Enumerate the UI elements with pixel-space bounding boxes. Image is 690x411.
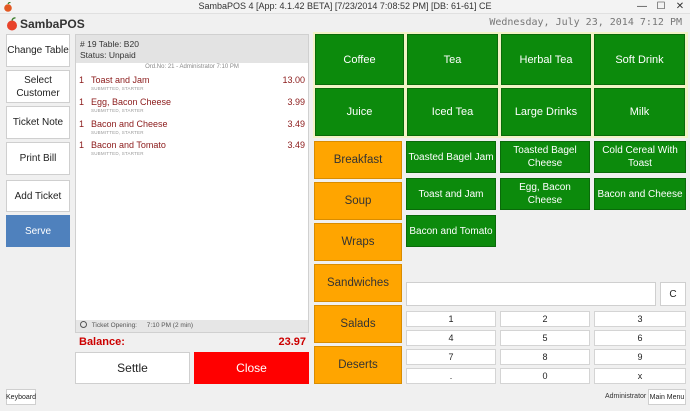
order-name: Bacon and Tomato <box>91 140 166 150</box>
product-cold-cereal-with-toast[interactable]: Cold Cereal With Toast <box>594 141 686 173</box>
keypad-key-multiply[interactable]: x <box>594 368 686 384</box>
order-qty: 1 <box>79 140 85 150</box>
change-table-button[interactable]: Change Table <box>6 34 70 67</box>
category-soup[interactable]: Soup <box>314 182 402 220</box>
category-large-drinks[interactable]: Large Drinks <box>501 88 591 136</box>
serve-button[interactable]: Serve <box>6 215 70 247</box>
keypad-key-0[interactable]: 0 <box>500 368 590 384</box>
category-milk[interactable]: Milk <box>594 88 685 136</box>
keyboard-button[interactable]: Keyboard <box>6 389 36 405</box>
keypad-clear-button[interactable]: C <box>660 282 686 306</box>
ticket-note-button[interactable]: Ticket Note <box>6 106 70 139</box>
category-coffee[interactable]: Coffee <box>315 34 404 85</box>
keypad-input[interactable] <box>406 282 656 306</box>
main-menu-button[interactable]: Main Menu <box>648 389 686 405</box>
category-juice[interactable]: Juice <box>315 88 404 136</box>
order-tag: SUBMITTED, STARTER <box>91 108 144 113</box>
category-herbal-tea[interactable]: Herbal Tea <box>501 34 591 85</box>
order-tag: SUBMITTED, STARTER <box>91 130 144 135</box>
keypad-key-9[interactable]: 9 <box>594 349 686 365</box>
ticket-opening-value: 7:10 PM (2 min) <box>146 322 194 329</box>
keypad-key-3[interactable]: 3 <box>594 311 686 327</box>
product-toasted-bagel-jam[interactable]: Toasted Bagel Jam <box>406 141 496 173</box>
add-ticket-button[interactable]: Add Ticket <box>6 180 70 212</box>
close-ticket-button[interactable]: Close <box>194 352 309 384</box>
window-title: SambaPOS 4 [App: 4.1.42 BETA] [7/23/2014… <box>198 1 492 11</box>
window-titlebar <box>0 0 690 14</box>
category-soft-drink[interactable]: Soft Drink <box>594 34 685 85</box>
keypad-key-6[interactable]: 6 <box>594 330 686 346</box>
balance-label: Balance: <box>79 336 125 348</box>
product-bacon-and-cheese[interactable]: Bacon and Cheese <box>594 178 686 210</box>
select-customer-button[interactable]: Select Customer <box>6 70 70 103</box>
ticket-header: # 19 Table: B20 Status: Unpaid <box>76 35 308 63</box>
keypad-key-2[interactable]: 2 <box>500 311 590 327</box>
order-tag: SUBMITTED, STARTER <box>91 151 144 156</box>
order-name: Toast and Jam <box>91 75 150 85</box>
category-salads[interactable]: Salads <box>314 305 402 343</box>
ticket-opening-label: Ticket Opening: <box>91 322 137 329</box>
keypad-key-4[interactable]: 4 <box>406 330 496 346</box>
ticket-title: # 19 Table: B20 <box>80 39 139 49</box>
order-name: Egg, Bacon Cheese <box>91 97 172 107</box>
logo-text: SambaPOS <box>20 17 85 31</box>
sambapos-logo-icon <box>7 17 17 31</box>
product-toasted-bagel-cheese[interactable]: Toasted Bagel Cheese <box>500 141 590 173</box>
category-tea[interactable]: Tea <box>407 34 498 85</box>
keypad-key-8[interactable]: 8 <box>500 349 590 365</box>
product-bacon-and-tomato[interactable]: Bacon and Tomato <box>406 215 496 247</box>
order-row[interactable]: 1 Bacon and Tomato 3.49 SUBMITTED, START… <box>76 140 308 162</box>
product-egg-bacon-cheese[interactable]: Egg, Bacon Cheese <box>500 178 590 210</box>
category-breakfast[interactable]: Breakfast <box>314 141 402 179</box>
app-icon <box>4 2 12 12</box>
ticket-status: Status: Unpaid <box>80 50 136 60</box>
order-price: 13.00 <box>282 75 305 85</box>
keypad-key-7[interactable]: 7 <box>406 349 496 365</box>
category-iced-tea[interactable]: Iced Tea <box>407 88 498 136</box>
order-qty: 1 <box>79 119 85 129</box>
product-toast-and-jam[interactable]: Toast and Jam <box>406 178 496 210</box>
order-row[interactable]: 1 Egg, Bacon Cheese 3.99 SUBMITTED, STAR… <box>76 97 308 119</box>
order-row[interactable]: 1 Toast and Jam 13.00 SUBMITTED, STARTER <box>76 75 308 97</box>
clock-icon <box>80 321 87 328</box>
order-price: 3.99 <box>287 97 305 107</box>
order-price: 3.49 <box>287 140 305 150</box>
category-deserts[interactable]: Deserts <box>314 346 402 384</box>
order-price: 3.49 <box>287 119 305 129</box>
category-sandwiches[interactable]: Sandwiches <box>314 264 402 302</box>
keypad-key-decimal[interactable]: . <box>406 368 496 384</box>
logged-in-user: Administrator <box>605 393 647 400</box>
minimize-button[interactable]: — <box>637 1 647 12</box>
order-qty: 1 <box>79 97 85 107</box>
ticket-panel: # 19 Table: B20 Status: Unpaid Ord.No: 2… <box>75 34 309 333</box>
ticket-footer: Ticket Opening: 7:10 PM (2 min) <box>76 320 308 332</box>
keypad-key-1[interactable]: 1 <box>406 311 496 327</box>
order-row[interactable]: 1 Bacon and Cheese 3.49 SUBMITTED, START… <box>76 119 308 141</box>
window-close-button[interactable]: ✕ <box>675 1 685 12</box>
order-qty: 1 <box>79 75 85 85</box>
settle-button[interactable]: Settle <box>75 352 190 384</box>
logo: SambaPOS <box>6 15 85 33</box>
print-bill-button[interactable]: Print Bill <box>6 142 70 175</box>
category-wraps[interactable]: Wraps <box>314 223 402 261</box>
order-meta: Ord.No: 21 - Administrator 7:10 PM <box>145 64 239 70</box>
maximize-button[interactable]: ☐ <box>656 1 666 12</box>
keypad-key-5[interactable]: 5 <box>500 330 590 346</box>
balance-value: 23.97 <box>278 336 306 348</box>
datetime-display: Wednesday, July 23, 2014 7:12 PM <box>489 17 682 28</box>
order-tag: SUBMITTED, STARTER <box>91 86 144 91</box>
order-name: Bacon and Cheese <box>91 119 168 129</box>
